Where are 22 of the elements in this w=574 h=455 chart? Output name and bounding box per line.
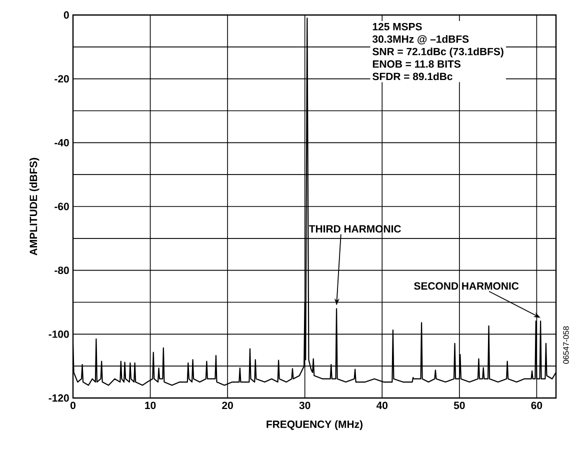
x-axis-title: FREQUENCY (MHz) xyxy=(266,420,362,430)
x-tick-label: 0 xyxy=(70,402,76,410)
y-tick-label: 0 xyxy=(64,11,69,19)
y-axis-title: AMPLITUDE (dBFS) xyxy=(29,158,40,256)
x-tick-label: 30 xyxy=(299,402,310,410)
y-tick-label: -20 xyxy=(54,75,69,83)
annotation: ENOB = 11.8 BITS xyxy=(372,60,460,68)
annotation: SECOND HARMONIC xyxy=(414,282,519,290)
annotation: 125 MSPS xyxy=(372,22,422,30)
x-tick-label: 20 xyxy=(222,402,233,410)
x-tick-label: 40 xyxy=(376,402,388,410)
x-tick-label: 50 xyxy=(454,402,465,410)
x-tick-label: 10 xyxy=(145,402,156,410)
y-tick-label: -120 xyxy=(48,394,69,402)
y-tick-label: -100 xyxy=(48,330,69,338)
annotation: SNR = 72.1dBc (73.1dBFS) xyxy=(372,48,504,58)
y-tick-label: -60 xyxy=(54,202,69,210)
x-tick-label: 60 xyxy=(531,402,542,410)
annotation: SFDR = 89.1dBc xyxy=(372,72,452,80)
annotation: 30.3MHz @ –1dBFS xyxy=(372,35,469,44)
y-tick-label: -40 xyxy=(54,138,69,146)
y-tick-label: -80 xyxy=(54,266,69,274)
